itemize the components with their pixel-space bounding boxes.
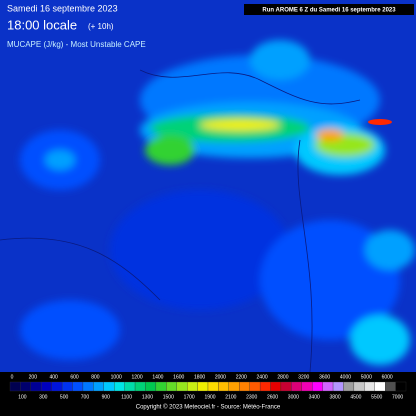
colorbar-cell	[61, 381, 73, 392]
colorbar-cell	[82, 381, 94, 392]
copyright: Copyright © 2023 Meteociel.fr - Source: …	[136, 404, 281, 411]
colorbar-cell	[134, 381, 146, 392]
colorbar-cell	[145, 381, 157, 392]
run-label: Run AROME 6 Z du Samedi 16 septembre 202…	[262, 8, 396, 14]
colorbar-label: 1700	[184, 394, 195, 400]
colorbar-label: 300	[39, 394, 48, 400]
cape-field	[20, 40, 415, 365]
colorbar-label: 200	[29, 374, 38, 380]
colorbar-cell	[176, 381, 188, 392]
colorbar-label: 1500	[163, 394, 174, 400]
colorbar-label: 1000	[111, 374, 122, 380]
colorbar-label: 700	[81, 394, 90, 400]
colorbar-label: 2100	[225, 394, 236, 400]
colorbar-cell	[322, 381, 334, 392]
colorbar-cell	[270, 381, 282, 392]
colorbar-label: 1800	[194, 374, 205, 380]
colorbar-cell	[51, 381, 63, 392]
colorbar-label: 800	[91, 374, 100, 380]
colorbar-cell	[124, 381, 136, 392]
colorbar-label: 2600	[267, 394, 278, 400]
colorbar-label: 1300	[142, 394, 153, 400]
colorbar-label: 3600	[319, 374, 330, 380]
colorbar-cell	[301, 381, 313, 392]
colorbar-label: 0	[11, 374, 14, 380]
colorbar-cell	[114, 381, 125, 392]
run-label-bg	[244, 4, 414, 15]
colorbar-label: 1200	[131, 374, 142, 380]
colorbar-cell	[228, 381, 240, 392]
borders	[0, 69, 361, 373]
forecast-date: Samedi 16 septembre 2023	[7, 3, 118, 13]
colorbar-label: 6000	[382, 374, 393, 380]
colorbar-label: 4000	[340, 374, 351, 380]
colorbar-cell	[166, 381, 177, 392]
colorbar-cell	[312, 381, 323, 392]
colorbar-cell	[332, 381, 344, 392]
colorbar-label: 5000	[361, 374, 372, 380]
colorbar-cell	[385, 381, 396, 392]
colorbar-label: 7000	[392, 394, 403, 400]
colorbar-cell	[72, 381, 84, 392]
colorbar-cell	[280, 381, 292, 392]
colorbar-cell	[249, 381, 261, 392]
colorbar-label: 600	[70, 374, 79, 380]
colorbar-label: 1600	[173, 374, 184, 380]
colorbar-label: 100	[18, 394, 27, 400]
colorbar-cell	[93, 381, 104, 392]
colorbar-cell	[187, 381, 198, 392]
colorbar-label: 2800	[277, 374, 288, 380]
colorbar-cell	[239, 381, 250, 392]
colorbar-cell	[155, 381, 167, 392]
colorbar-cell	[353, 381, 365, 392]
colorbar-cell	[364, 381, 375, 392]
colorbar-cell	[30, 381, 42, 392]
colorbar-cell	[20, 381, 31, 392]
colorbar-label: 1100	[121, 394, 132, 400]
colorbar-label: 3400	[309, 394, 320, 400]
colorbar-label: 1900	[204, 394, 215, 400]
colorbar-cell	[291, 381, 302, 392]
colorbar-cell	[218, 381, 229, 392]
lead-time: (+ 10h)	[88, 22, 114, 31]
colorbar-label: 3200	[298, 374, 309, 380]
forecast-time: 18:00 locale	[7, 17, 77, 32]
colorbar-cell	[207, 381, 219, 392]
colorbar-label: 2400	[257, 374, 268, 380]
colorbar-label: 2000	[215, 374, 226, 380]
colorbar-cell	[197, 381, 209, 392]
parameter-title: MUCAPE (J/kg) - Most Unstable CAPE	[7, 40, 146, 49]
colorbar-cell	[374, 381, 386, 392]
colorbar-label: 2200	[236, 374, 247, 380]
colorbar-cell	[9, 381, 21, 392]
colorbar-label: 4500	[350, 394, 361, 400]
colorbar-cell	[259, 381, 271, 392]
colorbar-label: 1400	[152, 374, 163, 380]
colorbar-label: 3800	[329, 394, 340, 400]
colorbar-label: 3000	[288, 394, 299, 400]
colorbar-cell	[103, 381, 115, 392]
colorbar-label: 2300	[246, 394, 257, 400]
colorbar-label: 500	[60, 394, 69, 400]
legend-background	[0, 372, 416, 416]
colorbar-label: 5500	[371, 394, 382, 400]
colorbar-label: 400	[50, 374, 59, 380]
colorbar-cell	[343, 381, 355, 392]
colorbar-label: 900	[102, 394, 111, 400]
cape-maximum	[368, 119, 392, 125]
colorbar-cell	[395, 381, 407, 392]
colorbar-cell	[41, 381, 52, 392]
